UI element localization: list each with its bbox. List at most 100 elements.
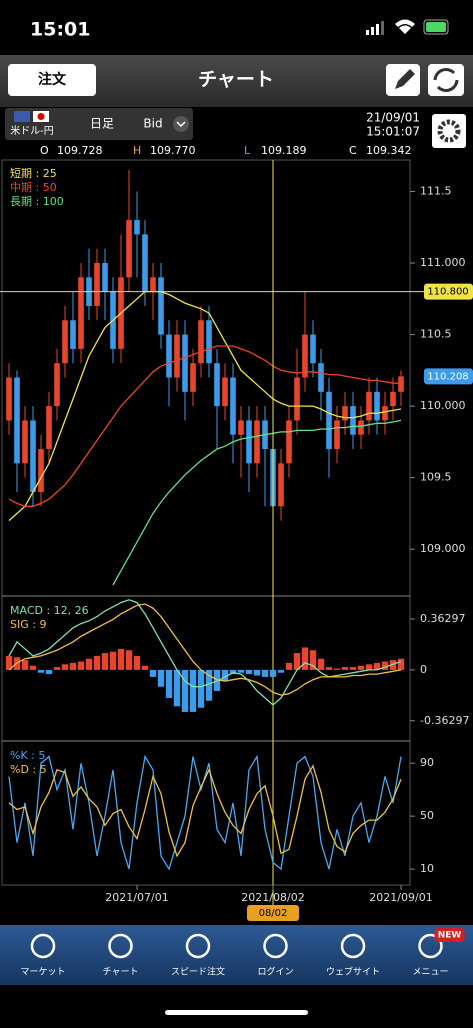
- candle-body: [342, 406, 348, 421]
- indicator-line: [112, 419, 402, 586]
- macd-histogram-bar: [325, 667, 333, 670]
- macd-histogram-bar: [61, 664, 69, 670]
- macd-histogram-bar: [109, 651, 117, 670]
- timeframe[interactable]: 日足: [90, 117, 114, 131]
- nav-icon[interactable]: [30, 933, 56, 959]
- candle-body: [158, 277, 164, 335]
- candle-body: [6, 377, 12, 421]
- candle-body: [318, 363, 324, 392]
- crosshair-date-label: 08/02: [259, 908, 288, 919]
- nav-icon[interactable]: [263, 933, 288, 959]
- nav-icon[interactable]: [418, 933, 443, 959]
- candle-body: [302, 334, 308, 378]
- candle-body: [70, 320, 76, 349]
- macd-histogram-bar: [397, 658, 405, 670]
- candle-body: [382, 406, 388, 421]
- macd-histogram-bar: [317, 658, 325, 670]
- candle-body: [286, 420, 292, 464]
- candle-body: [14, 377, 20, 464]
- y-tick-label: 0.36297: [420, 612, 466, 625]
- ohlc-label: L: [244, 144, 251, 157]
- nav-label[interactable]: マーケット: [20, 967, 65, 978]
- macd-histogram-bar: [181, 669, 189, 712]
- macd-histogram-bar: [357, 665, 365, 670]
- macd-histogram-bar: [261, 669, 269, 677]
- nav-badge-label: NEW: [438, 931, 462, 941]
- legend-entry: SIG : 9: [10, 618, 46, 631]
- price-side[interactable]: Bid: [143, 117, 162, 131]
- pencil-icon: [395, 69, 415, 89]
- macd-histogram-bar: [53, 667, 61, 670]
- nav-icon[interactable]: [185, 933, 211, 959]
- legend-entry: 中期 : 50: [10, 181, 57, 194]
- ohlc-value: 109.728: [57, 144, 103, 157]
- nav-label[interactable]: スピード注文: [171, 966, 225, 978]
- last-price-tag: [424, 368, 473, 385]
- macd-histogram-bar: [21, 660, 29, 670]
- nav-label[interactable]: メニュー: [412, 968, 448, 978]
- dropdown[interactable]: [173, 116, 189, 132]
- candle-body: [166, 334, 172, 378]
- candle-body: [174, 334, 180, 378]
- ohlc-value: 109.189: [261, 144, 307, 157]
- ohlc-label: O: [40, 144, 49, 157]
- candle-body: [198, 320, 204, 364]
- y-tick-label: 90: [420, 756, 434, 769]
- macd-histogram-bar: [285, 662, 293, 670]
- macd-histogram-bar: [77, 661, 85, 670]
- candle-body: [94, 263, 100, 306]
- candle-body: [126, 220, 132, 278]
- time: 15:01:07: [366, 125, 420, 139]
- macd-histogram-bar: [117, 648, 125, 670]
- candle-body: [230, 377, 236, 435]
- nav-label[interactable]: チャート: [103, 967, 139, 978]
- x-tick-label: 2021/07/01: [105, 891, 168, 904]
- instrument-selector[interactable]: [5, 108, 193, 140]
- y-tick-label: 111.000: [420, 256, 466, 269]
- candle-body: [46, 406, 52, 450]
- macd-histogram-bar: [253, 669, 261, 676]
- nav-icon[interactable]: [340, 933, 366, 959]
- home-indicator: [165, 1010, 308, 1015]
- candle-body: [366, 391, 372, 421]
- y-tick-label: 111.5: [420, 184, 452, 197]
- status-time: 15:01: [30, 19, 90, 41]
- macd-histogram-bar: [237, 669, 245, 673]
- settings-button[interactable]: [432, 114, 466, 148]
- legend-entry: 短期 : 25: [10, 166, 57, 180]
- pair-label: 米ドル-円: [10, 124, 54, 137]
- legend-entry: %D : 5: [10, 763, 47, 776]
- nav-badge: [434, 928, 465, 942]
- y-tick-label: 109.5: [420, 471, 452, 484]
- y-tick-label: 0: [420, 663, 427, 676]
- y-tick-label: 10: [420, 862, 434, 875]
- y-tick-label: 110.000: [420, 399, 466, 412]
- order-button[interactable]: [8, 64, 96, 96]
- candle-body: [134, 220, 140, 235]
- candle-body: [254, 420, 260, 464]
- candle-body: [22, 420, 28, 464]
- candle-body: [38, 449, 44, 492]
- nav-label[interactable]: ウェブサイト: [326, 966, 380, 978]
- macd-histogram-bar: [101, 653, 109, 670]
- candle-body: [182, 334, 188, 392]
- order-button-label[interactable]: 注文: [38, 71, 67, 88]
- candle-body: [30, 420, 36, 492]
- ohlc-value: 109.342: [366, 144, 412, 157]
- candle-body: [102, 263, 108, 292]
- macd-histogram-bar: [381, 661, 389, 670]
- macd-histogram-bar: [229, 669, 237, 675]
- refresh-icon: [433, 68, 459, 92]
- macd-histogram-bar: [277, 669, 285, 673]
- nav-icon[interactable]: [108, 933, 133, 959]
- candle-body: [214, 363, 220, 407]
- candle-body: [62, 320, 68, 364]
- candle-body: [206, 320, 212, 364]
- macd-histogram-bar: [149, 669, 157, 677]
- nav-label[interactable]: ログイン: [257, 966, 293, 978]
- indicator-line: [8, 345, 401, 507]
- candle-body: [78, 277, 84, 349]
